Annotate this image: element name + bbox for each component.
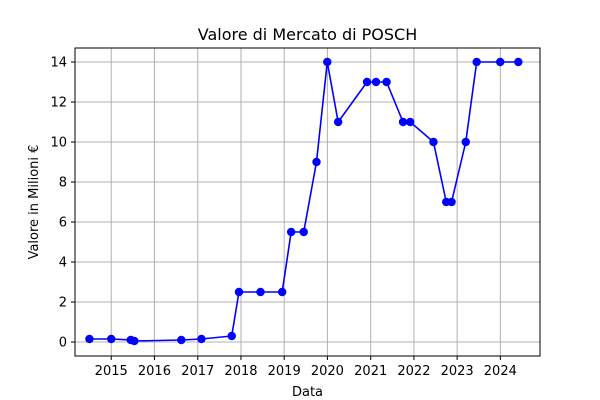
data-point [299,227,308,237]
data-point [447,197,456,207]
data-point [256,287,265,297]
y-tick-label: 4 [59,256,67,271]
y-tick-label: 6 [59,216,67,231]
x-tick-label: 2018 [224,364,257,379]
data-point [197,334,206,344]
plot-frame [74,47,541,357]
x-tick-label: 2022 [397,364,430,379]
y-axis-label: Valore in Milioni € [27,145,42,260]
data-point [514,57,523,67]
data-point [323,57,332,67]
data-point [312,157,321,167]
y-tick-label: 10 [50,136,67,151]
data-point [234,287,244,297]
x-tick-label: 2015 [95,364,128,379]
data-point [333,117,343,127]
y-axis: 0 2 4 6 8 10 12 14 [50,56,75,351]
x-tick-label: 2021 [354,364,387,379]
data-point [107,334,116,344]
x-tick-label: 2023 [441,364,474,379]
data-point [382,77,391,87]
data-point [130,336,139,346]
data-point [277,287,287,297]
y-tick-label: 2 [59,296,67,311]
data-point [227,331,236,341]
grid [75,48,540,356]
y-tick-label: 12 [50,96,67,111]
data-point [286,227,296,237]
data-point [496,57,505,67]
x-tick-label: 2020 [311,364,344,379]
y-tick-label: 14 [50,56,67,71]
data-point [85,334,94,344]
series-layer [85,57,523,346]
x-tick-label: 2024 [484,364,517,379]
data-point [406,117,415,127]
y-tick-label: 0 [59,336,67,351]
data-point [177,335,186,345]
data-point [398,117,408,127]
x-tick-label: 2017 [181,364,214,379]
x-axis: 2015 2016 2017 2018 2019 2020 2021 2022 2023 2024 [95,356,517,379]
y-tick-label: 8 [59,176,67,191]
x-tick-label: 2016 [138,364,171,379]
data-point [429,137,438,147]
chart-title: Valore di Mercato di POSCH [198,25,418,44]
data-point [472,57,481,67]
data-point [371,77,381,87]
x-axis-label: Data [292,385,323,400]
data-point [461,137,470,147]
data-point [362,77,372,87]
x-tick-label: 2019 [268,364,301,379]
